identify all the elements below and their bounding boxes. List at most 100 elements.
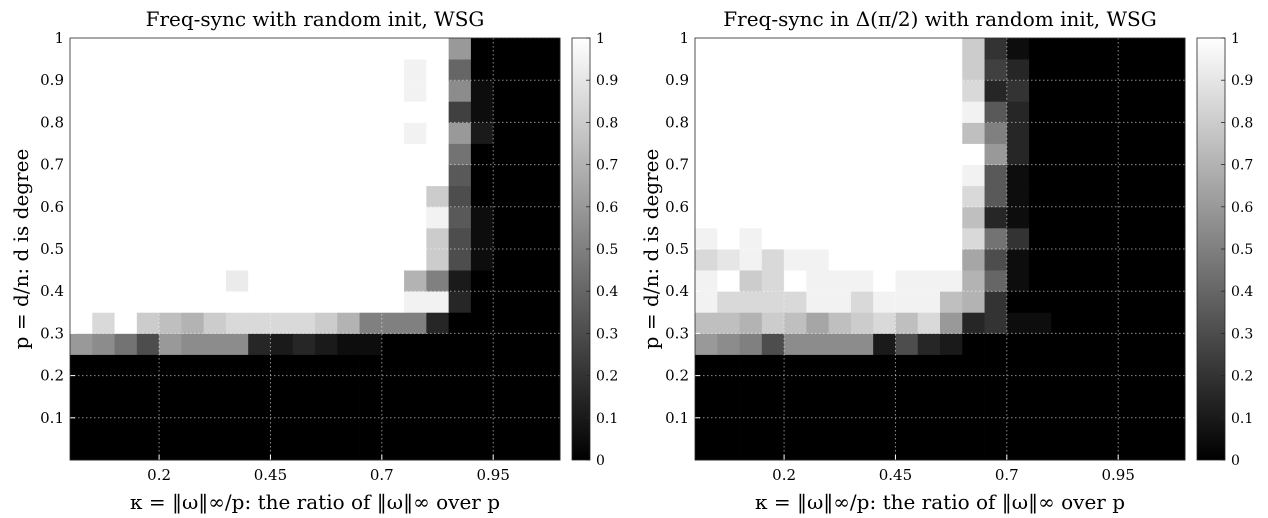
heatmap-cell (1073, 354, 1097, 376)
heatmap-cell (739, 291, 763, 313)
heatmap-cell (806, 206, 830, 229)
heatmap-cell (381, 333, 405, 355)
heatmap-cell (448, 101, 472, 123)
heatmap-cell (292, 249, 316, 271)
heatmap-cell (984, 206, 1008, 229)
heatmap-cell (1095, 312, 1119, 334)
x-tick-label: 0.45 (879, 466, 912, 484)
heatmap-cell (1051, 249, 1075, 271)
heatmap-cell (515, 80, 539, 102)
heatmap-cell (1051, 396, 1075, 419)
heatmap-cell (114, 185, 138, 208)
heatmap-cell (337, 185, 360, 208)
heatmap-cell (806, 270, 830, 292)
heatmap-cell (1118, 59, 1141, 81)
heatmap-cell (315, 80, 338, 102)
heatmap-cell (850, 38, 874, 60)
heatmap-cell (493, 227, 516, 250)
heatmap-cell (515, 164, 539, 187)
heatmap-cell (1162, 291, 1186, 313)
heatmap-cell (1140, 438, 1164, 461)
heatmap-cell (181, 80, 205, 102)
heatmap-cell (1140, 164, 1164, 187)
heatmap-cell (181, 291, 205, 313)
heatmap-cell (315, 227, 338, 250)
heatmap-cell (850, 438, 874, 461)
heatmap-cell (962, 80, 985, 102)
heatmap-cell (1162, 38, 1186, 60)
heatmap-cell (850, 164, 874, 187)
heatmap-cell (159, 354, 182, 376)
heatmap-cell (114, 206, 138, 229)
heatmap-cell (337, 80, 360, 102)
heatmap-cell (493, 59, 516, 81)
heatmap-cell (873, 417, 896, 440)
heatmap-cell (159, 164, 182, 187)
heatmap-cell (940, 396, 963, 419)
heatmap-cell (203, 438, 227, 461)
heatmap-cell (1029, 101, 1052, 123)
heatmap-cell (404, 143, 427, 165)
heatmap-cell (1162, 59, 1186, 81)
heatmap-cell (426, 291, 450, 313)
heatmap-cell (381, 185, 405, 208)
heatmap-cell (1140, 396, 1164, 419)
heatmap-cell (695, 291, 718, 313)
heatmap-cell (315, 59, 338, 81)
heatmap-cell (962, 206, 985, 229)
heatmap-cell (181, 38, 205, 60)
heatmap-cell (203, 270, 227, 292)
heatmap-cell (359, 417, 383, 440)
heatmap-cell (739, 59, 763, 81)
heatmap-cell (381, 438, 405, 461)
heatmap-cell (717, 38, 740, 60)
heatmap-cell (717, 206, 740, 229)
heatmap-cell (784, 38, 807, 60)
heatmap-cell (270, 164, 294, 187)
heatmap-cell (739, 417, 763, 440)
y-tick-label: 0.1 (40, 409, 64, 427)
heatmap-cell (381, 80, 405, 102)
heatmap-cell (181, 249, 205, 271)
heatmap-cell (1029, 354, 1052, 376)
heatmap-cell (850, 122, 874, 144)
heatmap-cell (1095, 122, 1119, 144)
heatmap-cell (984, 101, 1008, 123)
heatmap-cell (315, 164, 338, 187)
heatmap-cell (270, 270, 294, 292)
heatmap-cell (92, 396, 115, 419)
heatmap-cell (337, 206, 360, 229)
heatmap-cell (695, 164, 718, 187)
heatmap-cell (404, 333, 427, 355)
heatmap-cell (114, 249, 138, 271)
heatmap-cell (426, 59, 450, 81)
heatmap-cell (940, 206, 963, 229)
heatmap-cell (359, 122, 383, 144)
heatmap-cell (1162, 143, 1186, 165)
heatmap-cell (270, 312, 294, 334)
heatmap-cell (761, 206, 785, 229)
chart-1-cells (70, 38, 561, 461)
heatmap-cell (70, 38, 93, 60)
heatmap-cell (1095, 143, 1119, 165)
heatmap-cell (784, 396, 807, 419)
heatmap-cell (270, 122, 294, 144)
heatmap-cell (404, 164, 427, 187)
heatmap-cell (70, 354, 93, 376)
heatmap-cell (181, 164, 205, 187)
heatmap-cell (225, 312, 249, 334)
heatmap-cell (493, 354, 516, 376)
heatmap-cell (917, 143, 941, 165)
heatmap-cell (448, 80, 472, 102)
heatmap-cell (1118, 80, 1141, 102)
heatmap-cell (225, 101, 249, 123)
heatmap-cell (359, 375, 383, 398)
heatmap-cell (114, 143, 138, 165)
heatmap-cell (917, 375, 941, 398)
heatmap-cell (695, 80, 718, 102)
heatmap-cell (292, 375, 316, 398)
heatmap-cell (448, 38, 472, 60)
heatmap-cell (1095, 227, 1119, 250)
heatmap-cell (695, 101, 718, 123)
heatmap-cell (850, 143, 874, 165)
